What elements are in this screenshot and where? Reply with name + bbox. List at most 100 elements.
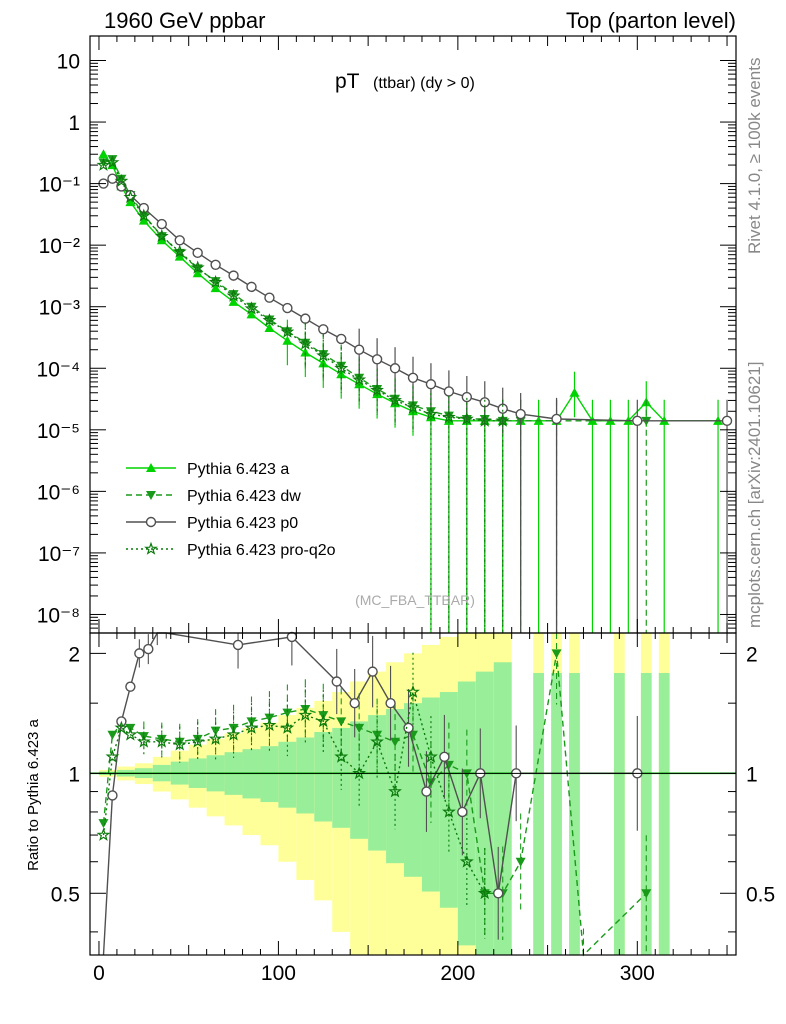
marker-star bbox=[208, 274, 223, 289]
marker-triangle-up bbox=[125, 197, 136, 207]
marker-star bbox=[136, 208, 151, 222]
watermark: (MC_FBA_TTBAR) bbox=[355, 592, 475, 608]
marker-triangle-up bbox=[98, 149, 109, 159]
marker-star bbox=[154, 734, 169, 748]
marker-star bbox=[262, 718, 277, 732]
marker-triangle-up bbox=[146, 463, 156, 472]
marker-triangle-down bbox=[210, 726, 221, 736]
marker-star bbox=[226, 288, 241, 302]
x-tick-label: 300 bbox=[620, 962, 655, 985]
marker-star bbox=[105, 155, 120, 169]
marker-circle bbox=[385, 697, 396, 709]
y-tick-label-main: 10⁻² bbox=[39, 235, 80, 258]
marker-triangle-up bbox=[282, 335, 293, 345]
marker-circle bbox=[192, 247, 203, 259]
y-tick-label-main: 10⁻⁶ bbox=[37, 481, 80, 504]
marker-star bbox=[298, 707, 313, 722]
marker-circle bbox=[721, 415, 733, 427]
marker-star bbox=[244, 301, 259, 315]
series-line-dw bbox=[103, 158, 647, 422]
marker-triangle-up bbox=[569, 387, 580, 397]
ratio-frame bbox=[89, 632, 737, 956]
marker-circle bbox=[143, 643, 154, 655]
band-inner-bin bbox=[314, 731, 333, 822]
marker-triangle-up bbox=[318, 358, 329, 368]
marker-triangle-down bbox=[336, 361, 347, 371]
y-tick-label-ratio-left: 2 bbox=[68, 643, 80, 666]
marker-star bbox=[190, 260, 205, 274]
marker-circle bbox=[515, 408, 526, 420]
marker-circle bbox=[425, 379, 437, 390]
marker-circle bbox=[336, 333, 347, 345]
marker-triangle-down bbox=[390, 737, 401, 747]
ratio-y-label: Ratio to Pythia 6.423 a bbox=[25, 718, 42, 870]
band-inner-spike bbox=[551, 673, 562, 955]
y-tick-label-main: 10⁻⁷ bbox=[38, 543, 80, 566]
marker-triangle-down bbox=[192, 264, 203, 274]
marker-triangle-down bbox=[551, 649, 562, 659]
marker-circle bbox=[371, 354, 383, 365]
marker-star bbox=[123, 727, 138, 741]
marker-star bbox=[406, 400, 420, 414]
main-plot-area bbox=[96, 149, 733, 633]
marker-circle bbox=[389, 363, 401, 374]
marker-star bbox=[190, 734, 205, 748]
legend-label-proq2o: Pythia 6.423 pro-q2o bbox=[187, 542, 336, 559]
marker-star bbox=[370, 382, 384, 397]
marker-triangle-down bbox=[282, 708, 293, 718]
marker-triangle-up bbox=[408, 406, 418, 416]
marker-triangle-down bbox=[641, 889, 652, 899]
marker-circle bbox=[407, 372, 419, 383]
marker-star bbox=[280, 720, 295, 734]
y-tick-label-ratio-left: 1 bbox=[68, 763, 80, 786]
marker-circle bbox=[286, 631, 298, 643]
legend-label-dw: Pythia 6.423 dw bbox=[187, 488, 301, 505]
marker-triangle-down bbox=[354, 373, 365, 383]
marker-circle bbox=[443, 386, 455, 397]
marker-circle bbox=[479, 397, 490, 408]
marker-star bbox=[114, 720, 129, 734]
marker-triangle-down bbox=[390, 394, 401, 404]
marker-star bbox=[154, 228, 169, 243]
marker-circle bbox=[497, 403, 508, 414]
marker-triangle-down bbox=[318, 350, 329, 360]
marker-circle bbox=[228, 270, 239, 281]
marker-star bbox=[105, 749, 120, 763]
header-right: Top (parton level) bbox=[566, 8, 736, 33]
y-tick-label-main: 10⁻⁵ bbox=[37, 420, 80, 443]
marker-circle bbox=[403, 722, 414, 734]
marker-circle bbox=[134, 648, 145, 659]
marker-star bbox=[442, 409, 456, 424]
marker-circle bbox=[457, 806, 468, 818]
marker-star bbox=[298, 336, 313, 350]
band-inner-bin bbox=[278, 741, 297, 808]
marker-star bbox=[316, 714, 331, 728]
marker-star bbox=[459, 854, 474, 868]
marker-star bbox=[370, 734, 384, 748]
marker-triangle-down bbox=[354, 723, 365, 733]
marker-triangle-down bbox=[228, 290, 239, 300]
marker-star bbox=[477, 413, 492, 427]
marker-circle bbox=[107, 173, 118, 184]
marker-star bbox=[208, 731, 223, 745]
x-tick-label: 100 bbox=[261, 962, 296, 985]
marker-circle bbox=[107, 790, 118, 801]
marker-star bbox=[459, 411, 474, 425]
marker-circle bbox=[632, 415, 643, 427]
marker-circle bbox=[210, 259, 221, 270]
series-line-proq2o bbox=[103, 161, 503, 422]
marker-circle bbox=[349, 697, 360, 709]
marker-circle bbox=[367, 666, 378, 677]
marker-star bbox=[172, 737, 187, 751]
marker-circle bbox=[421, 786, 432, 797]
marker-triangle-down bbox=[336, 717, 347, 727]
marker-circle bbox=[174, 235, 185, 246]
y-tick-label-ratio-left: 0.5 bbox=[51, 883, 80, 906]
band-inner-spike bbox=[658, 673, 670, 955]
marker-star bbox=[316, 348, 331, 362]
plot-title: pT bbox=[335, 70, 360, 93]
band-inner-spike bbox=[613, 673, 625, 955]
marker-triangle-up bbox=[246, 309, 257, 319]
marker-circle bbox=[439, 751, 450, 763]
